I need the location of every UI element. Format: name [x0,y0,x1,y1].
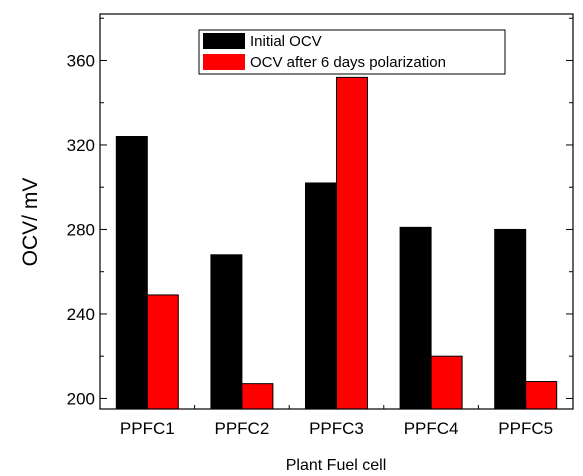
bar-ppfc1-series-1 [115,136,148,410]
y-axis-ticks: 200 240 280 320 360 [67,17,573,408]
legend-label-ocv-after-6-days: OCV after 6 days polarization [250,54,446,71]
legend-swatch-initial-ocv [203,33,245,49]
bar-ppfc3-series-2 [336,76,368,410]
y-tick-label: 320 [67,136,95,155]
x-tick-label: PPFC5 [498,419,553,438]
x-tick-label: PPFC2 [215,419,270,438]
x-axis-ticks: PPFC1 PPFC2 PPFC3 PPFC4 PPFC5 [120,402,553,438]
bar-ppfc2-series-1 [210,254,243,410]
y-tick-label: 200 [67,389,95,408]
y-tick-label: 240 [67,305,95,324]
legend-swatch-ocv-after-6-days [203,54,245,70]
y-axis-label: OCV/ mV [19,178,42,267]
y-tick-label: 360 [67,51,95,70]
plot-frame [99,13,574,410]
bars-layer [115,76,558,410]
bar-ppfc1-series-2 [146,294,179,410]
x-axis-label: Plant Fuel cell [286,457,387,474]
bar-ppfc3-series-1 [305,182,337,410]
bar-ppfc2-series-2 [241,383,274,410]
legend: Initial OCV OCV after 6 days polarizatio… [198,29,506,75]
legend-box [198,29,506,75]
bar-ppfc5-series-2 [525,381,558,410]
x-tick-label: PPFC1 [120,419,175,438]
legend-label-initial-ocv: Initial OCV [250,33,322,50]
x-tick-label: PPFC4 [404,419,459,438]
bar-ppfc5-series-1 [494,228,527,410]
bar-ppfc4-series-2 [430,355,463,410]
x-tick-label: PPFC3 [309,419,364,438]
y-tick-label: 280 [67,220,95,239]
bar-ppfc4-series-1 [399,226,432,410]
